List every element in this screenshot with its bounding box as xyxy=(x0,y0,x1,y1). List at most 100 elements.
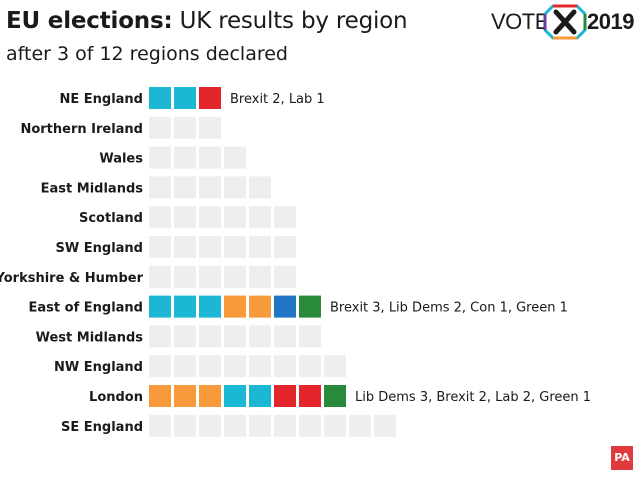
seat-square-west-midlands-1 xyxy=(149,325,171,348)
seat-square-wales-3 xyxy=(199,146,221,169)
region-label-east-of-england: East of England xyxy=(29,301,143,316)
seat-square-scotland-5 xyxy=(249,206,271,229)
seat-square-sw-england-1 xyxy=(149,236,171,258)
region-row-east-of-england: East of England Brexit 3, Lib Dems 2, Con… xyxy=(29,295,568,318)
seat-square-west-midlands-3 xyxy=(199,325,221,348)
seat-square-west-midlands-5 xyxy=(249,325,271,348)
region-row-scotland: Scotland xyxy=(79,206,296,229)
region-row-nw-england: NW England xyxy=(54,355,346,378)
region-row-wales: Wales xyxy=(99,146,246,169)
seat-square-se-england-8 xyxy=(324,414,346,437)
chart-subtitle: after 3 of 12 regions declared xyxy=(6,43,288,65)
ballot-cross-icon xyxy=(543,4,587,40)
region-row-se-england: SE England xyxy=(61,414,396,437)
seat-square-nw-england-6 xyxy=(274,355,296,378)
seat-square-yorkshire-and-humber-2 xyxy=(174,265,196,288)
seat-square-se-england-3 xyxy=(199,414,221,437)
seat-square-se-england-5 xyxy=(249,414,271,437)
seat-square-northern-ireland-2 xyxy=(174,116,196,139)
seat-square-ne-england-3 xyxy=(199,87,221,109)
seat-square-east-of-england-7 xyxy=(299,295,321,318)
seat-square-sw-england-2 xyxy=(174,236,196,258)
seat-square-london-8 xyxy=(324,385,346,407)
result-label-east-of-england: Brexit 3, Lib Dems 2, Con 1, Green 1 xyxy=(330,301,568,316)
seat-square-yorkshire-and-humber-5 xyxy=(249,265,271,288)
seat-square-london-7 xyxy=(299,385,321,407)
region-label-scotland: Scotland xyxy=(79,211,143,226)
region-row-west-midlands: West Midlands xyxy=(36,325,321,348)
seat-square-london-5 xyxy=(249,385,271,407)
vote-2019-logo: VOTE 2019 xyxy=(491,4,637,40)
region-label-northern-ireland: Northern Ireland xyxy=(20,122,143,137)
region-label-sw-england: SW England xyxy=(56,241,143,256)
seat-square-sw-england-5 xyxy=(249,236,271,258)
seat-square-scotland-1 xyxy=(149,206,171,229)
seat-square-london-6 xyxy=(274,385,296,407)
pa-credit-badge: PA xyxy=(611,446,633,470)
seat-square-se-england-1 xyxy=(149,414,171,437)
seat-square-east-of-england-2 xyxy=(174,295,196,318)
seat-square-yorkshire-and-humber-3 xyxy=(199,265,221,288)
region-label-se-england: SE England xyxy=(61,420,143,435)
seat-square-se-england-10 xyxy=(374,414,396,437)
seat-square-se-england-7 xyxy=(299,414,321,437)
result-label-ne-england: Brexit 2, Lab 1 xyxy=(230,92,325,107)
seat-square-east-midlands-3 xyxy=(199,176,221,199)
region-label-yorkshire-and-humber: Yorkshire & Humber xyxy=(0,271,144,286)
seat-square-northern-ireland-3 xyxy=(199,116,221,139)
seat-square-east-of-england-5 xyxy=(249,295,271,318)
seat-square-yorkshire-and-humber-1 xyxy=(149,265,171,288)
chart-title-bold: EU elections: xyxy=(6,8,173,34)
seat-square-london-1 xyxy=(149,385,171,407)
seat-square-east-midlands-1 xyxy=(149,176,171,199)
logo-year-text: 2019 xyxy=(587,9,634,34)
region-row-yorkshire-and-humber: Yorkshire & Humber xyxy=(0,265,296,288)
seat-square-se-england-6 xyxy=(274,414,296,437)
logo-vote-text: VOTE xyxy=(491,9,549,34)
seat-square-nw-england-8 xyxy=(324,355,346,378)
seat-square-se-england-9 xyxy=(349,414,371,437)
seat-square-west-midlands-2 xyxy=(174,325,196,348)
seat-square-northern-ireland-1 xyxy=(149,116,171,139)
seat-square-ne-england-2 xyxy=(174,87,196,109)
seat-square-se-england-4 xyxy=(224,414,246,437)
seat-square-wales-1 xyxy=(149,146,171,169)
seat-square-nw-england-7 xyxy=(299,355,321,378)
seat-square-london-3 xyxy=(199,385,221,407)
seat-square-east-of-england-3 xyxy=(199,295,221,318)
seat-square-ne-england-1 xyxy=(149,87,171,109)
seat-square-se-england-2 xyxy=(174,414,196,437)
seat-square-yorkshire-and-humber-4 xyxy=(224,265,246,288)
seat-square-east-of-england-4 xyxy=(224,295,246,318)
seat-square-east-midlands-4 xyxy=(224,176,246,199)
seat-square-east-midlands-2 xyxy=(174,176,196,199)
region-row-east-midlands: East Midlands xyxy=(41,176,271,199)
seat-square-nw-england-4 xyxy=(224,355,246,378)
seat-square-sw-england-6 xyxy=(274,236,296,258)
region-row-northern-ireland: Northern Ireland xyxy=(20,116,221,139)
seat-square-wales-4 xyxy=(224,146,246,169)
seat-square-east-of-england-6 xyxy=(274,295,296,318)
seat-square-nw-england-5 xyxy=(249,355,271,378)
seat-square-west-midlands-7 xyxy=(299,325,321,348)
seat-square-yorkshire-and-humber-6 xyxy=(274,265,296,288)
region-row-london: London Lib Dems 3, Brexit 2, Lab 2, Green… xyxy=(89,385,591,407)
region-label-west-midlands: West Midlands xyxy=(36,330,144,345)
seat-square-wales-2 xyxy=(174,146,196,169)
region-label-wales: Wales xyxy=(99,152,143,167)
seat-square-nw-england-3 xyxy=(199,355,221,378)
seat-square-sw-england-4 xyxy=(224,236,246,258)
chart-title-rest: UK results by region xyxy=(172,8,408,34)
seat-square-east-midlands-5 xyxy=(249,176,271,199)
seat-square-scotland-4 xyxy=(224,206,246,229)
chart-title: EU elections: UK results by region xyxy=(6,4,408,38)
seat-square-scotland-3 xyxy=(199,206,221,229)
seat-square-scotland-6 xyxy=(274,206,296,229)
seat-square-west-midlands-4 xyxy=(224,325,246,348)
seat-square-scotland-2 xyxy=(174,206,196,229)
seat-square-nw-england-1 xyxy=(149,355,171,378)
seat-square-london-4 xyxy=(224,385,246,407)
seat-square-london-2 xyxy=(174,385,196,407)
region-row-sw-england: SW England xyxy=(56,236,296,258)
